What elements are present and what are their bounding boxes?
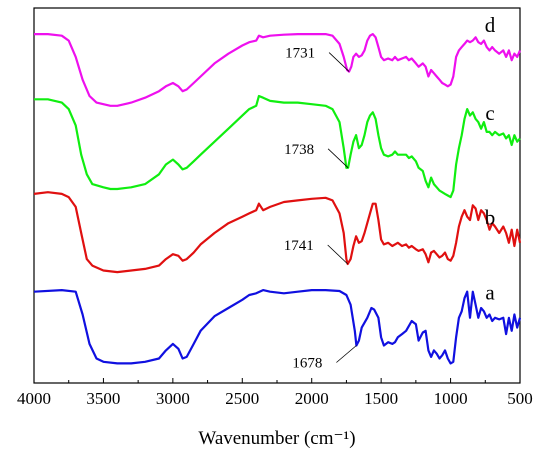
annotation-1678: 1678 (292, 356, 322, 372)
x-tick-label: 4000 (17, 389, 51, 408)
series-layer (33, 33, 522, 365)
x-axis-ticks: 4000 3500 3000 2500 2000 1500 1000 500 (17, 378, 533, 408)
x-tick-label: 3000 (156, 389, 190, 408)
series-line-c (34, 94, 521, 199)
annotation-1741: 1741 (284, 238, 314, 254)
series-line-a (33, 289, 522, 365)
x-tick-label: 1500 (364, 389, 398, 408)
curve-label-c: c (485, 101, 494, 125)
annotation-leader-1731 (328, 52, 350, 72)
annotation-1731: 1731 (285, 46, 315, 62)
series-line-b (33, 191, 522, 274)
curve-label-a: a (485, 280, 495, 304)
curve-label-b: b (485, 205, 496, 229)
series-line-d (34, 33, 522, 107)
annotation-leader-1738 (327, 148, 349, 169)
annotation-layer: 1678 1741 1738 1731 (284, 46, 357, 372)
curve-labels: a b c d (485, 13, 496, 304)
x-tick-label: 2500 (225, 389, 259, 408)
x-tick-label: 2000 (295, 389, 329, 408)
x-axis-title: Wavenumber (cm⁻¹) (198, 428, 355, 449)
annotation-leader-1741 (327, 244, 348, 265)
curve-label-d: d (485, 13, 496, 37)
annotation-1738: 1738 (284, 142, 314, 158)
x-tick-label: 1000 (434, 389, 468, 408)
x-tick-label: 3500 (86, 389, 120, 408)
x-tick-label: 500 (507, 389, 533, 408)
annotation-leader-1678 (336, 345, 357, 363)
